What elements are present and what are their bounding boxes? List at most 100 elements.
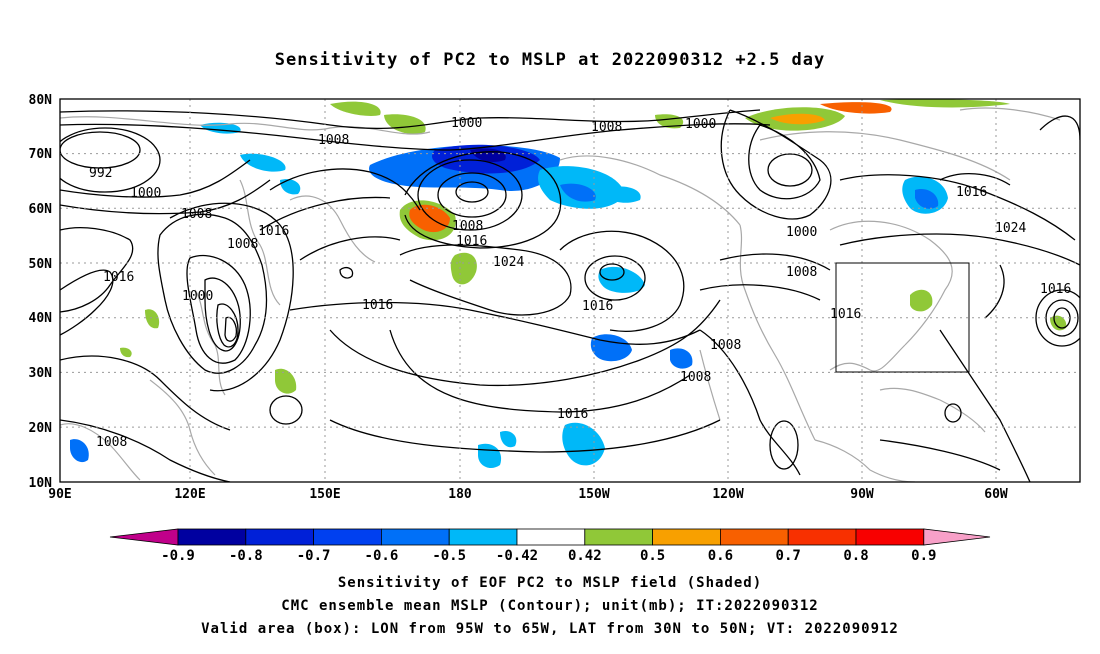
lon-tick-label: 120E <box>174 487 205 502</box>
contour-label: 1008 <box>181 207 212 222</box>
colorbar-segment <box>448 528 518 546</box>
contour-line <box>60 159 251 198</box>
contour-label: 1024 <box>493 255 524 270</box>
contour-label: 1016 <box>1040 282 1071 297</box>
lat-lon-grid <box>60 99 1080 482</box>
colorbar-segment <box>652 528 721 546</box>
contour-line <box>329 419 721 453</box>
contour-line <box>389 329 691 413</box>
caption-line-1: Sensitivity of EOF PC2 to MSLP field (Sh… <box>337 575 763 591</box>
shade-blob <box>478 443 502 469</box>
contour-line <box>186 254 251 364</box>
contour-line <box>289 301 701 345</box>
lon-tick-label: 120W <box>712 487 743 502</box>
contour-line <box>584 255 646 301</box>
shade-blob <box>915 189 939 209</box>
coastline <box>289 195 376 263</box>
lon-axis: 90E 120E 150E 180 150W 120W 90W 60W <box>48 487 1008 502</box>
coastline <box>829 220 953 346</box>
colorbar-label: -0.6 <box>365 548 399 564</box>
contour-line <box>269 168 421 211</box>
shade-blob <box>910 289 933 312</box>
contour-line <box>984 264 1005 319</box>
colorbar-segment <box>380 528 450 546</box>
contour-label: 1008 <box>680 370 711 385</box>
contour-line <box>339 266 354 279</box>
shade-blob <box>384 114 426 135</box>
coastline <box>60 423 141 481</box>
contour-line <box>944 403 962 423</box>
contour-line <box>879 439 1001 471</box>
lon-tick-label: 180 <box>448 487 472 502</box>
contour-line <box>559 230 685 332</box>
caption-line-3: Valid area (box): LON from 95W to 65W, L… <box>201 621 899 637</box>
contour-label: 1000 <box>786 225 817 240</box>
contour-label: 1000 <box>130 186 161 201</box>
contour-line <box>437 172 507 218</box>
contour-line <box>939 173 1011 186</box>
contour-line <box>204 277 241 352</box>
colorbar-label: -0.8 <box>229 548 263 564</box>
contour-label: 1008 <box>452 219 483 234</box>
lat-axis: 80N 70N 60N 50N 40N 30N 20N 10N <box>29 93 53 491</box>
colorbar-label: -0.42 <box>496 548 538 564</box>
contour-label: 992 <box>89 166 112 181</box>
contour-line <box>60 419 231 482</box>
shade-blob <box>770 113 825 125</box>
lat-tick-label: 50N <box>29 257 53 272</box>
contour-line <box>60 179 271 215</box>
contour-label: 1016 <box>362 298 393 313</box>
coastline <box>814 439 916 482</box>
contour-line <box>699 284 821 301</box>
coastline <box>829 344 906 372</box>
shade-blob <box>560 183 596 202</box>
coastline <box>699 349 721 421</box>
contour-line <box>259 196 391 231</box>
coastlines <box>60 107 1061 482</box>
contour-line <box>417 159 523 231</box>
shade-blob <box>145 309 160 329</box>
shade-blob <box>600 186 641 203</box>
colorbar-label: 0.6 <box>708 548 733 564</box>
contour-line <box>60 123 771 151</box>
contour-line <box>839 233 1080 266</box>
shade-blob <box>590 334 632 362</box>
map-frame <box>59 98 1081 483</box>
colorbar-label: -0.7 <box>297 548 331 564</box>
lat-tick-label: 80N <box>29 93 53 108</box>
shade-blob <box>598 266 645 293</box>
contour-label: 1016 <box>456 234 487 249</box>
colorbar: -0.9 -0.8 -0.7 -0.6 -0.5 -0.42 0.42 0.5 0.6 0.7 0.… <box>109 528 991 564</box>
contour-line <box>939 329 1031 482</box>
colorbar-label: 0.7 <box>776 548 801 564</box>
shade-blob <box>275 368 297 394</box>
contour-line <box>599 263 625 281</box>
contour-line <box>60 131 141 169</box>
colorbar-segment <box>245 528 315 546</box>
lon-tick-label: 60W <box>984 487 1008 502</box>
contour-line <box>719 253 831 271</box>
contour-line <box>748 124 821 200</box>
coastline <box>739 224 816 441</box>
colorbar-label: -0.5 <box>432 548 466 564</box>
lat-tick-label: 40N <box>29 311 53 326</box>
lat-tick-label: 30N <box>29 366 53 381</box>
contour-line <box>399 244 572 316</box>
caption-line-2: CMC ensemble mean MSLP (Contour); unit(m… <box>281 598 819 614</box>
colorbar-label: 0.42 <box>568 548 602 564</box>
valid-area-box <box>835 262 970 373</box>
shade-blob <box>450 252 477 285</box>
contour-line <box>299 236 401 261</box>
shade-blob <box>120 347 132 358</box>
contour-line <box>769 420 799 470</box>
coastline <box>559 155 741 226</box>
lon-tick-label: 150E <box>309 487 340 502</box>
colorbar-segment <box>584 528 653 546</box>
contour-label: 1000 <box>182 289 213 304</box>
contour-label: 1016 <box>956 185 987 200</box>
contour-line <box>1035 289 1080 347</box>
lat-tick-label: 70N <box>29 147 53 162</box>
shade-blob <box>70 439 89 463</box>
